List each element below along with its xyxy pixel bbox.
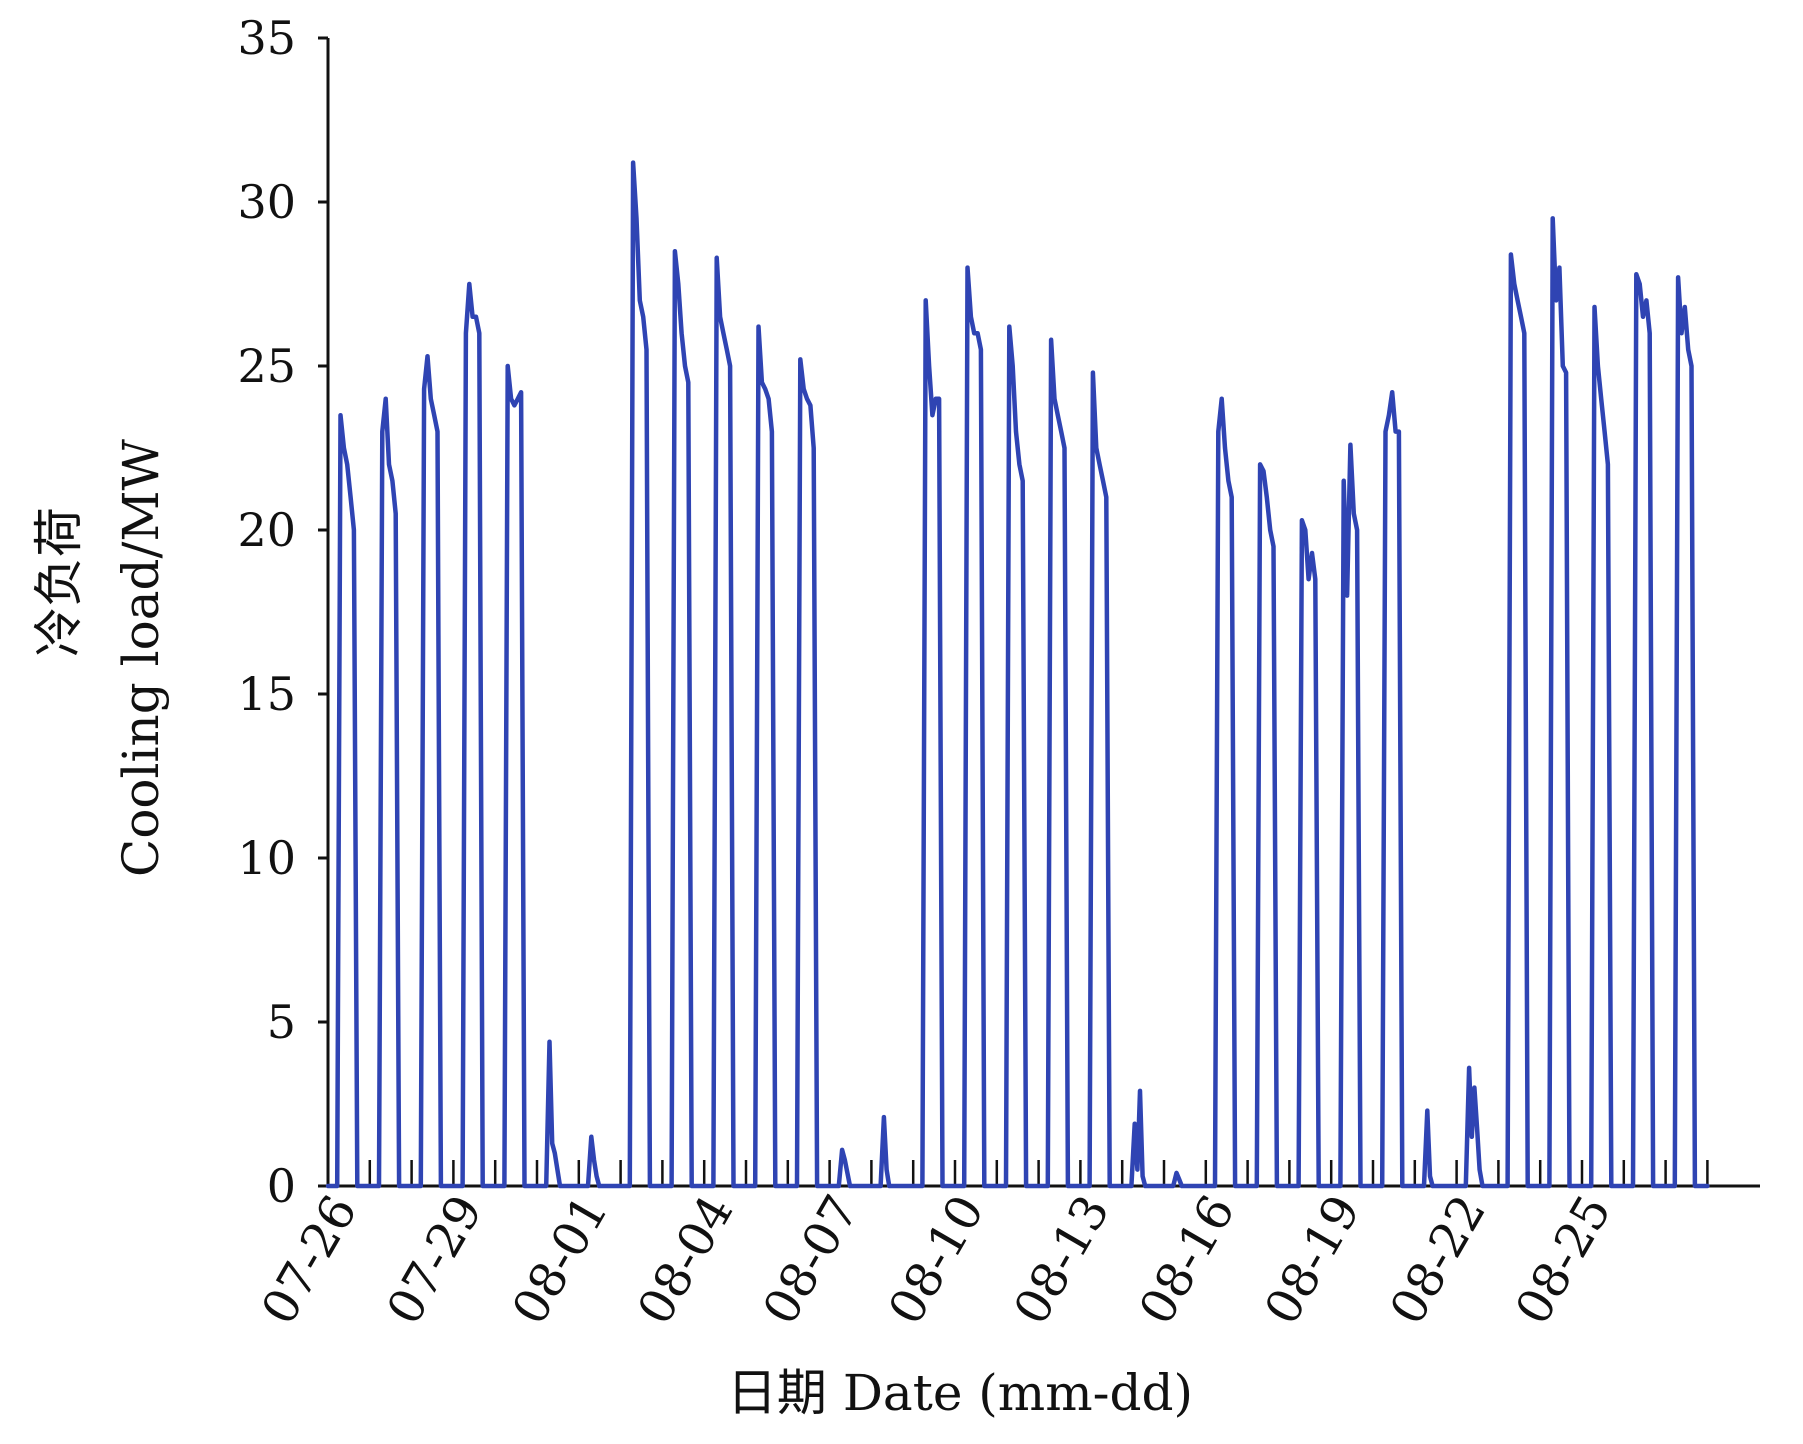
x-tick-label: 08-19 bbox=[1254, 1186, 1372, 1334]
series-line-cooling-load bbox=[325, 160, 1710, 1189]
y-tick-label: 5 bbox=[267, 995, 296, 1049]
x-tick-label: 07-29 bbox=[376, 1186, 494, 1334]
x-tick-label: 08-07 bbox=[752, 1186, 870, 1334]
axis-titles: 冷负荷 Cooling load/MW 日期 Date (mm-dd) bbox=[30, 438, 1193, 1422]
x-tick-label: 08-01 bbox=[502, 1186, 620, 1334]
y-tick-label: 20 bbox=[237, 503, 296, 557]
x-tick-label: 08-10 bbox=[878, 1186, 996, 1334]
y-tick-label: 15 bbox=[237, 667, 296, 721]
x-tick-label: 08-25 bbox=[1505, 1186, 1623, 1334]
axes bbox=[326, 38, 1760, 1188]
x-tick-label: 08-22 bbox=[1379, 1186, 1497, 1334]
x-axis-title: 日期 Date (mm-dd) bbox=[727, 1364, 1193, 1422]
y-tick-label: 35 bbox=[237, 11, 296, 65]
y-tick-label: 30 bbox=[237, 175, 296, 229]
x-tick-label: 08-16 bbox=[1129, 1186, 1247, 1334]
y-ticks: 0 5 10 15 20 25 30 35 bbox=[237, 11, 328, 1213]
y-axis-title-line2: Cooling load/MW bbox=[112, 438, 170, 876]
y-axis-title-line1: 冷负荷 bbox=[30, 507, 88, 657]
x-tick-label: 08-13 bbox=[1003, 1186, 1121, 1334]
y-tick-label: 0 bbox=[267, 1159, 296, 1213]
y-tick-label: 25 bbox=[237, 339, 296, 393]
y-tick-label: 10 bbox=[237, 831, 296, 885]
x-tick-label: 08-04 bbox=[627, 1186, 745, 1334]
